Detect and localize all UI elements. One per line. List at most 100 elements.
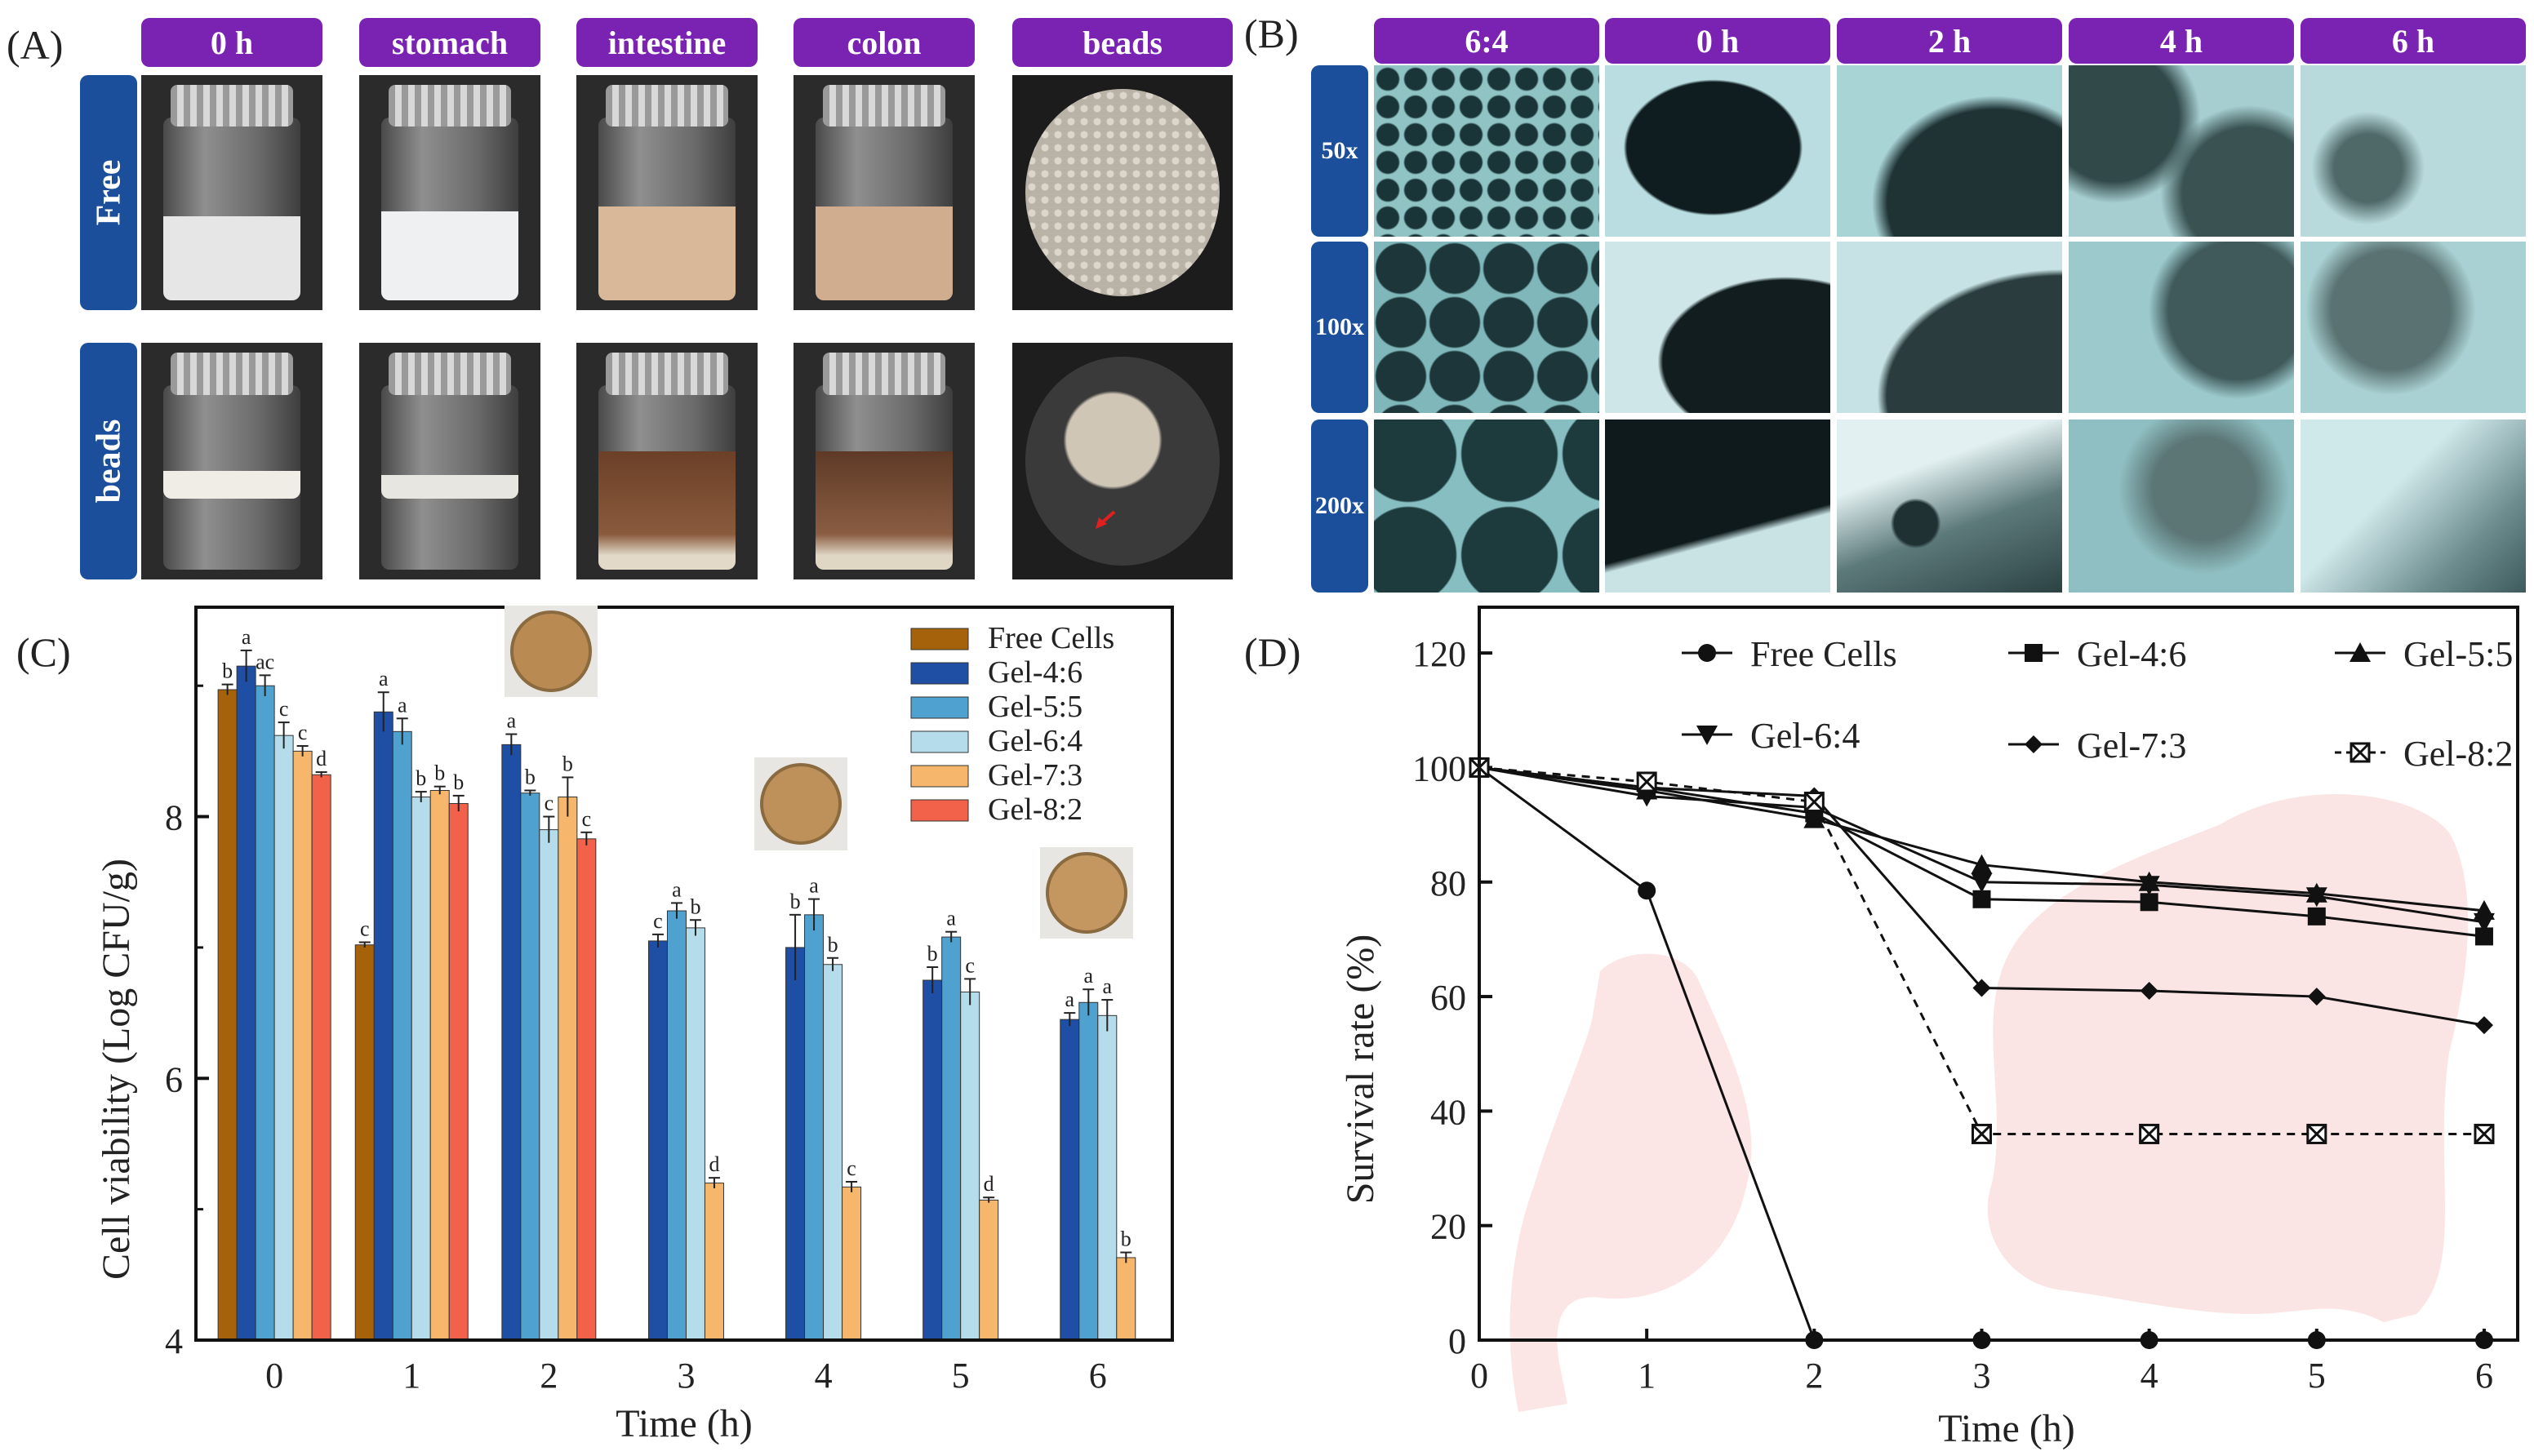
significance-letter: d (984, 1172, 994, 1196)
col-header-6h: 6 h (2301, 18, 2526, 64)
chart-c-legend: Free CellsGel-4:6Gel-5:5Gel-6:4Gel-7:3Ge… (910, 621, 1114, 827)
data-point (2474, 1016, 2493, 1035)
dried-beads-photo (1012, 343, 1233, 579)
mag-label-50x: 50x (1321, 137, 1358, 164)
significance-letter: b (222, 659, 233, 683)
bar (255, 685, 275, 1341)
bar (704, 1183, 724, 1341)
data-point (2139, 1123, 2160, 1144)
boxed-x-line (2306, 1124, 2327, 1144)
bar (1097, 1014, 1118, 1341)
row-tab-100x: 100x (1311, 242, 1368, 413)
legend-label: Gel-7:3 (988, 758, 1083, 792)
micrograph-6h-200x (2301, 419, 2526, 593)
chart-d-xlabel: Time (h) (1938, 1407, 2075, 1450)
legend-swatch (910, 765, 969, 788)
bar (1078, 1001, 1099, 1341)
significance-letter: c (965, 953, 975, 977)
chart-c-xtick-label: 3 (677, 1356, 695, 1396)
significance-letter: c (279, 697, 289, 721)
intestine-illustration-icon (1987, 793, 2469, 1322)
legend-label: Gel-6:4 (988, 724, 1083, 758)
data-point (2138, 876, 2160, 896)
legend-swatch (910, 628, 969, 650)
chart-c-ytick-label: 6 (165, 1059, 183, 1099)
chart-d-ytick-label: 80 (1430, 863, 1466, 903)
jar-photo-beads-stomach (359, 343, 540, 579)
legend-label: Gel-5:5 (2403, 634, 2513, 674)
bar (1060, 1019, 1080, 1341)
significance-letter: a (809, 874, 819, 898)
row-tab-50x: 50x (1311, 65, 1368, 237)
data-point (1803, 792, 1825, 813)
significance-letter: a (1084, 964, 1094, 988)
boxed-x-line (2474, 1124, 2495, 1144)
data-point (2307, 907, 2326, 926)
chart-c-xtick-label: 0 (265, 1356, 283, 1396)
micrograph-2h-200x (1837, 419, 2062, 593)
legend-marker (2350, 742, 2371, 763)
chart-d-ytick-label: 40 (1430, 1092, 1466, 1132)
data-point (1636, 771, 1657, 792)
bar (429, 790, 450, 1341)
data-point (2474, 1123, 2495, 1144)
bar (539, 829, 559, 1341)
col-header-beads: beads (1012, 18, 1233, 67)
panel-label-b: (B) (1244, 11, 1299, 56)
legend-swatch (910, 696, 969, 719)
chart-d-plot-frame (1478, 606, 2519, 1342)
jar-photo-free-intestine (576, 75, 758, 310)
data-point (1971, 872, 1993, 893)
data-point (2140, 893, 2158, 912)
red-arrow-icon (1096, 510, 1116, 529)
bar (1116, 1257, 1136, 1341)
chart-c-xtick-label: 2 (540, 1356, 558, 1396)
row-tab-beads: beads (80, 343, 137, 579)
micrograph-4h-200x (2069, 419, 2294, 593)
significance-letter: ac (256, 650, 274, 673)
legend-label: Free Cells (988, 621, 1114, 655)
micrograph-6h-50x (2301, 65, 2526, 237)
jar-photo-free-stomach (359, 75, 540, 310)
chart-d-legend: Free Cells Gel-4:6 Gel-5:5 Gel-6:4 Gel-7:3 Ge… (1682, 634, 2513, 774)
mag-label-100x: 100x (1315, 313, 1364, 340)
bar (236, 665, 256, 1341)
significance-letter: c (545, 792, 554, 815)
legend-marker (2350, 642, 2371, 662)
chart-d-ytick-label: 100 (1412, 748, 1466, 788)
significance-letter: c (582, 807, 592, 831)
micrograph-6-4-50x (1374, 65, 1599, 237)
significance-letter: c (298, 721, 308, 744)
legend-label: Free Cells (1750, 634, 1897, 674)
legend-marker (2025, 644, 2043, 662)
significance-letter: a (946, 907, 956, 930)
chart-d-ytick-label: 0 (1448, 1321, 1466, 1361)
micrograph-0h-200x (1605, 419, 1830, 593)
chart-c-ytick-label: 4 (165, 1321, 183, 1361)
col-header-4h: 4 h (2069, 18, 2294, 64)
legend-swatch (910, 662, 969, 685)
data-point (1971, 1123, 1992, 1144)
bar (448, 803, 469, 1341)
legend-marker (1698, 644, 1716, 662)
significance-letter: b (562, 752, 573, 775)
beads-dish-photo (1012, 75, 1233, 310)
bar (576, 838, 597, 1341)
legend-swatch (910, 799, 969, 822)
col-header-2h: 2 h (1837, 18, 2062, 64)
bar (647, 940, 668, 1341)
chart-d-xtick-label: 2 (1805, 1356, 1823, 1396)
stomach-illustration-icon (1509, 953, 1752, 1412)
data-point (1636, 787, 1658, 807)
data-point (2306, 1123, 2327, 1144)
plate-photo-1 (505, 606, 598, 697)
bar (273, 735, 294, 1341)
boxed-x-line (1972, 1124, 1992, 1144)
significance-letter: b (416, 766, 426, 790)
row-label-free: Free (90, 159, 128, 226)
jar-photo-beads-colon (794, 343, 975, 579)
boxed-x-line (2350, 742, 2371, 763)
data-point (2474, 927, 2493, 946)
significance-letter: b (453, 770, 464, 794)
legend-label: Gel-8:2 (988, 792, 1083, 827)
